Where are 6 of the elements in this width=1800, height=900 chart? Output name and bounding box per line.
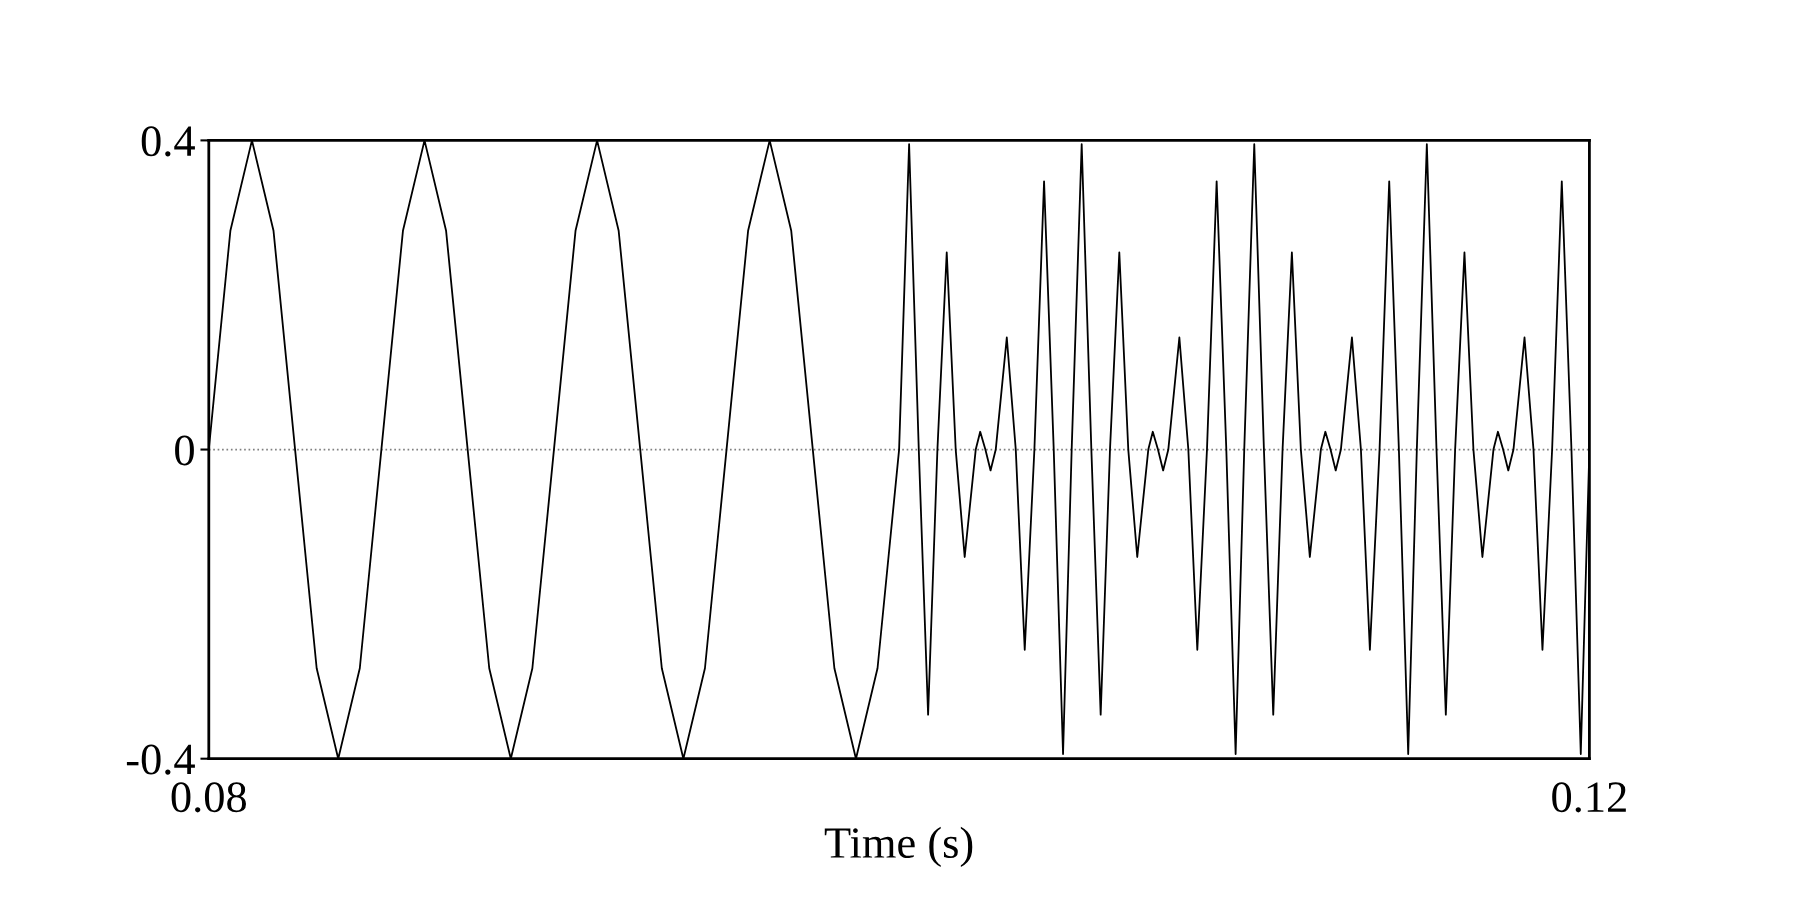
y-tick-label: -0.4	[126, 744, 195, 775]
x-tick-label: 0.12	[1552, 782, 1626, 813]
y-tick-label: 0	[175, 435, 194, 466]
y-tick-label: 0.4	[141, 126, 195, 157]
x-tick-label: 0.08	[171, 782, 246, 813]
x-axis-title: Time (s)	[824, 826, 973, 868]
